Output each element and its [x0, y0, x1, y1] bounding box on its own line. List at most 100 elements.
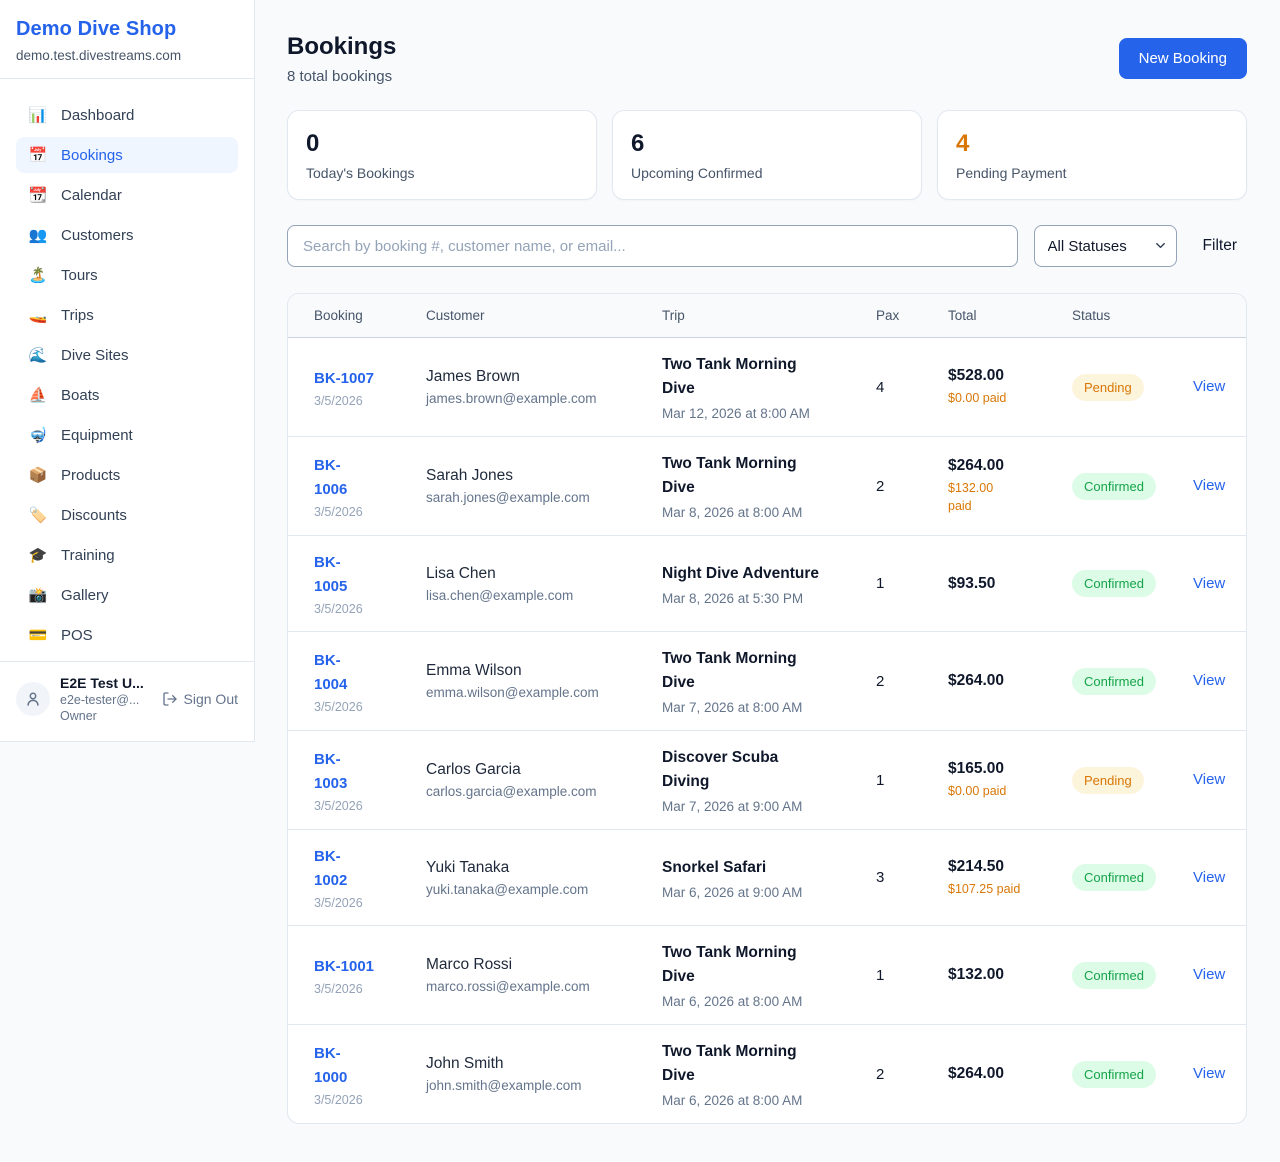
status-badge: Confirmed: [1072, 667, 1156, 695]
customer-name: Sarah Jones: [426, 467, 514, 485]
status-badge: Pending: [1072, 373, 1144, 401]
trip-name: Two Tank Morning Dive: [662, 356, 797, 398]
column-header-total: Total: [948, 308, 977, 323]
user-name: E2E Test U...: [60, 675, 144, 691]
filter-button[interactable]: Filter: [1193, 237, 1247, 255]
pax-cell: 2: [876, 477, 885, 495]
view-link[interactable]: View: [1193, 477, 1226, 495]
user-panel: E2E Test U... e2e-tester@... Owner Sign …: [0, 661, 254, 741]
status-cell: Pending: [1072, 373, 1193, 401]
pax-cell: 4: [876, 378, 885, 396]
booking-id-link[interactable]: BK-1001: [314, 957, 375, 975]
nav-item-icon: 📅: [28, 147, 48, 164]
sidebar-item-products[interactable]: 📦 Products: [16, 457, 238, 493]
view-link[interactable]: View: [1193, 378, 1226, 396]
user-info: E2E Test U... e2e-tester@... Owner: [60, 675, 144, 723]
customer-email: sarah.jones@example.com: [426, 490, 590, 506]
total-cell: $93.50: [948, 575, 1072, 593]
view-link[interactable]: View: [1193, 574, 1226, 592]
table-row: BK-1007 3/5/2026 James Brown james.brown…: [288, 338, 1246, 438]
sidebar-nav: 📊 Dashboard 📅 Bookings 📆 Calendar 👥 Cust…: [0, 79, 254, 661]
nav-item-icon: 🤿: [28, 427, 48, 444]
table-row: BK- 1000 3/5/2026 John Smith john.smith@…: [288, 1025, 1246, 1123]
table-body: BK-1007 3/5/2026 James Brown james.brown…: [288, 338, 1246, 1123]
nav-item-label: Trips: [61, 306, 94, 324]
status-badge: Confirmed: [1072, 1060, 1156, 1088]
sidebar-item-discounts[interactable]: 🏷️ Discounts: [16, 497, 238, 533]
booking-id-link[interactable]: BK- 1006: [314, 456, 348, 498]
new-booking-button[interactable]: New Booking: [1118, 38, 1247, 79]
actions-cell: View: [1193, 378, 1225, 396]
column-header-status: Status: [1072, 308, 1111, 323]
pax-cell: 1: [876, 771, 885, 789]
total-amount: $132.00: [948, 966, 1005, 984]
sidebar-item-training[interactable]: 🎓 Training: [16, 537, 238, 573]
sidebar-item-trips[interactable]: 🚤 Trips: [16, 297, 238, 333]
view-link[interactable]: View: [1193, 1065, 1226, 1083]
trip-name: Discover Scuba Diving: [662, 749, 779, 791]
view-link[interactable]: View: [1193, 672, 1226, 690]
trip-cell: Night Dive Adventure Mar 8, 2026 at 5:30…: [662, 562, 876, 606]
booking-id-link[interactable]: BK- 1005: [314, 554, 348, 596]
sidebar-item-bookings[interactable]: 📅 Bookings: [16, 137, 238, 173]
user-email: e2e-tester@...: [60, 693, 140, 707]
total-amount: $264.00: [948, 672, 1005, 690]
nav-item-label: Tours: [61, 266, 98, 284]
controls-row: All Statuses Filter: [287, 225, 1247, 267]
customer-email: emma.wilson@example.com: [426, 685, 599, 701]
table-header-row: Booking Customer Trip Pax Total Status: [288, 294, 1246, 338]
status-cell: Confirmed: [1072, 570, 1193, 598]
sidebar-item-boats[interactable]: ⛵ Boats: [16, 377, 238, 413]
status-badge: Confirmed: [1072, 961, 1156, 989]
customer-name: James Brown: [426, 368, 520, 386]
trip-name: Two Tank Morning Dive: [662, 1043, 797, 1085]
trip-date: Mar 8, 2026 at 8:00 AM: [662, 505, 803, 521]
view-link[interactable]: View: [1193, 771, 1226, 789]
nav-item-icon: 🚤: [28, 307, 48, 324]
sidebar-item-dashboard[interactable]: 📊 Dashboard: [16, 97, 238, 133]
sidebar-item-gallery[interactable]: 📸 Gallery: [16, 577, 238, 613]
booking-id-link[interactable]: BK-1007: [314, 369, 375, 387]
sign-out-button[interactable]: Sign Out: [162, 691, 238, 707]
status-cell: Confirmed: [1072, 472, 1193, 500]
page-header: Bookings 8 total bookings New Booking: [287, 33, 1247, 85]
sidebar-item-pos[interactable]: 💳 POS: [16, 617, 238, 653]
nav-item-icon: 📊: [28, 107, 48, 124]
nav-item-label: Customers: [61, 226, 134, 244]
status-filter-select[interactable]: All Statuses: [1033, 225, 1177, 267]
trip-name: Two Tank Morning Dive: [662, 650, 797, 692]
nav-item-icon: 🎓: [28, 547, 48, 564]
booking-id-link[interactable]: BK- 1000: [314, 1044, 348, 1086]
status-select-wrap: All Statuses: [1033, 225, 1177, 267]
view-link[interactable]: View: [1193, 966, 1226, 984]
nav-item-label: Equipment: [61, 426, 133, 444]
status-badge: Confirmed: [1072, 570, 1156, 598]
sidebar: Demo Dive Shop demo.test.divestreams.com…: [0, 0, 255, 742]
sidebar-item-dive-sites[interactable]: 🌊 Dive Sites: [16, 337, 238, 373]
search-input[interactable]: [287, 225, 1018, 267]
booking-id-link[interactable]: BK- 1002: [314, 848, 348, 890]
stat-card: 6 Upcoming Confirmed: [612, 110, 922, 200]
view-link[interactable]: View: [1193, 868, 1226, 886]
booking-id-link[interactable]: BK- 1003: [314, 750, 348, 792]
pax-cell: 3: [876, 869, 885, 887]
trip-date: Mar 6, 2026 at 8:00 AM: [662, 994, 803, 1010]
trip-cell: Two Tank Morning Dive Mar 7, 2026 at 8:0…: [662, 647, 876, 715]
booking-id-link[interactable]: BK- 1004: [314, 651, 348, 693]
sidebar-item-customers[interactable]: 👥 Customers: [16, 217, 238, 253]
customer-cell: Yuki Tanaka yuki.tanaka@example.com: [426, 859, 662, 897]
sidebar-item-tours[interactable]: 🏝️ Tours: [16, 257, 238, 293]
sidebar-header: Demo Dive Shop demo.test.divestreams.com: [0, 0, 254, 79]
booking-cell: BK-1001 3/5/2026: [314, 955, 426, 996]
stat-label: Upcoming Confirmed: [631, 165, 763, 181]
sidebar-item-equipment[interactable]: 🤿 Equipment: [16, 417, 238, 453]
nav-item-label: Discounts: [61, 506, 127, 524]
table-row: BK- 1005 3/5/2026 Lisa Chen lisa.chen@ex…: [288, 536, 1246, 633]
customer-email: marco.rossi@example.com: [426, 979, 590, 995]
main-content: Bookings 8 total bookings New Booking 0 …: [255, 0, 1280, 1158]
trip-date: Mar 7, 2026 at 8:00 AM: [662, 700, 803, 716]
trip-cell: Two Tank Morning Dive Mar 12, 2026 at 8:…: [662, 353, 876, 421]
total-cell: $528.00 $0.00 paid: [948, 367, 1072, 407]
table-row: BK-1001 3/5/2026 Marco Rossi marco.rossi…: [288, 926, 1246, 1026]
sidebar-item-calendar[interactable]: 📆 Calendar: [16, 177, 238, 213]
